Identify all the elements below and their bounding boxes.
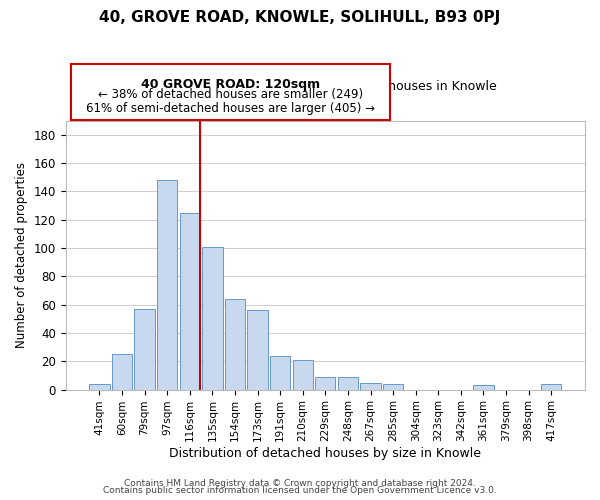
Text: ← 38% of detached houses are smaller (249): ← 38% of detached houses are smaller (24… bbox=[98, 88, 363, 102]
Text: 40 GROVE ROAD: 120sqm: 40 GROVE ROAD: 120sqm bbox=[141, 78, 320, 90]
Bar bbox=[179, 212, 200, 390]
Bar bbox=[541, 384, 562, 390]
Bar bbox=[315, 377, 335, 390]
Bar bbox=[202, 246, 223, 390]
Title: Size of property relative to detached houses in Knowle: Size of property relative to detached ho… bbox=[154, 80, 497, 93]
Bar bbox=[112, 354, 132, 390]
Bar bbox=[247, 310, 268, 390]
Bar bbox=[338, 377, 358, 390]
Text: Contains public sector information licensed under the Open Government Licence v3: Contains public sector information licen… bbox=[103, 486, 497, 495]
Bar bbox=[89, 384, 110, 390]
Text: 40, GROVE ROAD, KNOWLE, SOLIHULL, B93 0PJ: 40, GROVE ROAD, KNOWLE, SOLIHULL, B93 0P… bbox=[100, 10, 500, 25]
Bar bbox=[270, 356, 290, 390]
FancyBboxPatch shape bbox=[71, 64, 390, 120]
Bar bbox=[361, 382, 380, 390]
Bar bbox=[473, 386, 494, 390]
Bar bbox=[383, 384, 403, 390]
Bar bbox=[134, 309, 155, 390]
Bar bbox=[225, 299, 245, 390]
Text: 61% of semi-detached houses are larger (405) →: 61% of semi-detached houses are larger (… bbox=[86, 102, 375, 114]
X-axis label: Distribution of detached houses by size in Knowle: Distribution of detached houses by size … bbox=[169, 447, 481, 460]
Text: Contains HM Land Registry data © Crown copyright and database right 2024.: Contains HM Land Registry data © Crown c… bbox=[124, 478, 476, 488]
Bar bbox=[293, 360, 313, 390]
Bar bbox=[157, 180, 178, 390]
Y-axis label: Number of detached properties: Number of detached properties bbox=[15, 162, 28, 348]
